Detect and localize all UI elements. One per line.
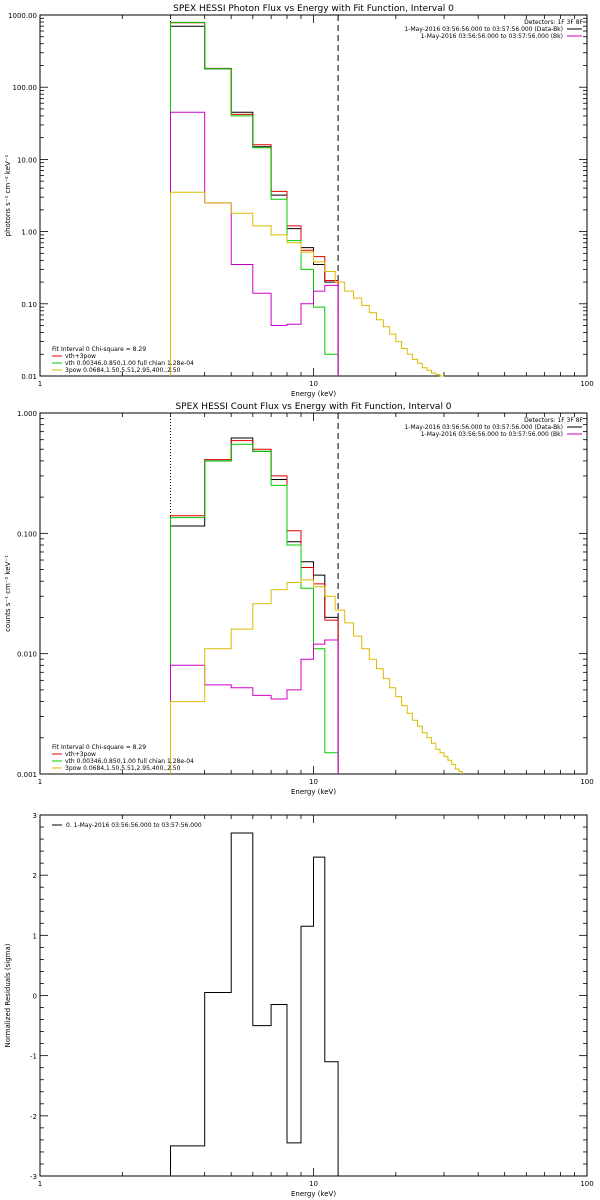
panel-1-legend-entry-label: 1-May-2016 03:56:56.000 to 03:57:56.000 …: [404, 26, 563, 33]
panel-1-axes-frame: [39, 14, 588, 377]
panel-3-y-tick-label: -2: [30, 1113, 37, 1121]
panel-1-y-tick-label: 100.00: [13, 84, 38, 92]
panel-3-y-tick-label: 0: [33, 993, 37, 1001]
panel-3-y-tick-label: 1: [33, 932, 37, 940]
panel-3-x-axis-label: Energy (keV): [291, 1190, 336, 1198]
panel-2-legend-detectors: Detectors: 1F 3F 8F: [524, 417, 583, 424]
panel-2-y-tick-label: 1.000: [17, 410, 37, 418]
panel-2-x-axis-label: Energy (keV): [291, 788, 336, 796]
panel-1-legend-entry-label: 1-May-2016 03:56:56.000 to 03:57:56.000 …: [421, 33, 563, 40]
panel-2-series-1-step-line: [170, 437, 339, 774]
panel-1-legend-entry-label: vth 0.00346,0.850,1.00 full chian 1.28e-…: [65, 360, 194, 367]
panel-3-y-axis-label: Normalized Residuals (sigma): [4, 943, 12, 1047]
panel-2-legend-entry-label: vth+3pow: [65, 751, 96, 758]
panel-1-y-tick-label: 0.10: [21, 301, 37, 309]
panel-2-y-axis-label: counts s⁻¹ cm⁻² keV⁻¹: [4, 555, 12, 632]
panel-2-y-tick-label: 0.001: [17, 771, 37, 779]
panel-2-title: SPEX HESSI Count Flux vs Energy with Fit…: [175, 402, 451, 412]
panel-2-series-2-step-line: [170, 440, 339, 774]
panel-1-x-tick-label: 10: [309, 380, 318, 388]
panel-1-legend-entry-label: vth+3pow: [65, 353, 96, 360]
panel-1-y-tick-label: 1.00: [21, 229, 37, 237]
panel-2-legend-entry-label: vth 0.00346,0.850,1.00 full chian 1.28e-…: [65, 758, 194, 765]
panel-2-series-4-step-line: [170, 639, 339, 774]
panel-2-y-tick-label: 0.010: [17, 651, 37, 659]
panel-3-y-tick-label: -1: [30, 1053, 37, 1061]
panel-2-series-5-step-line: [170, 579, 463, 774]
panel-3-x-tick-label: 100: [580, 1180, 593, 1188]
panel-1-legend-entry-label: 3pow 0.0684,1.50,5.51,2.95,400.,2.50: [65, 367, 181, 374]
panel-1-x-tick-label: 100: [580, 380, 593, 388]
panel-2-x-tick-label: 1: [38, 778, 42, 786]
panel-3-series-1-step-line: [170, 832, 339, 1176]
panel-2-legend-entry-label: 1-May-2016 03:56:56.000 to 03:57:56.000 …: [404, 424, 563, 431]
panel-1-series-2-step-line: [170, 22, 339, 376]
panel-1-y-tick-label: 0.01: [21, 373, 37, 381]
panel-2-legend-fit-interval: Fit Interval 0 Chi-square = 8.29: [52, 744, 146, 751]
panel-1-series-1-step-line: [170, 25, 339, 376]
panel-1-y-tick-label: 1000.00: [8, 12, 37, 20]
panel-3-y-tick-label: 2: [33, 872, 37, 880]
panel-2-legend-entry-label: 1-May-2016 03:56:56.000 to 03:57:56.000 …: [421, 431, 563, 438]
panel-2-x-tick-label: 100: [580, 778, 593, 786]
panel-2-legend-entry-label: 3pow 0.0684,1.50,5.51,2.95,400.,2.50: [65, 765, 181, 772]
panel-3-y-tick-label: -3: [30, 1173, 37, 1181]
panel-1-legend-detectors: Detectors: 1F 3F 8F: [524, 19, 583, 26]
panel-1-series-3-step-line: [170, 21, 339, 376]
panel-3-y-tick-label: 3: [33, 812, 37, 820]
panel-1-legend-fit-interval: Fit Interval 0 Chi-square = 8.29: [52, 346, 146, 353]
panel-2-y-tick-label: 0.100: [17, 530, 37, 538]
panel-1-series-4-step-line: [170, 111, 339, 376]
panel-2-x-tick-label: 10: [309, 778, 318, 786]
panel-1-y-axis-label: photons s⁻¹ cm⁻² keV⁻¹: [4, 154, 12, 236]
panel-1-series-5-step-line: [170, 191, 444, 377]
panel-2-series-3-step-line: [170, 443, 339, 774]
panel-1-x-tick-label: 1: [38, 380, 42, 388]
panel-1-y-tick-label: 10.00: [17, 156, 37, 164]
panel-1-x-axis-label: Energy (keV): [291, 390, 336, 398]
panel-3-legend-entry-label: 0. 1-May-2016 03:56:56.000 to 03:57:56.0…: [66, 822, 202, 829]
panel-3-x-tick-label: 1: [38, 1180, 42, 1188]
panel-3-x-tick-label: 10: [309, 1180, 318, 1188]
panel-1-title: SPEX HESSI Photon Flux vs Energy with Fi…: [173, 4, 454, 14]
